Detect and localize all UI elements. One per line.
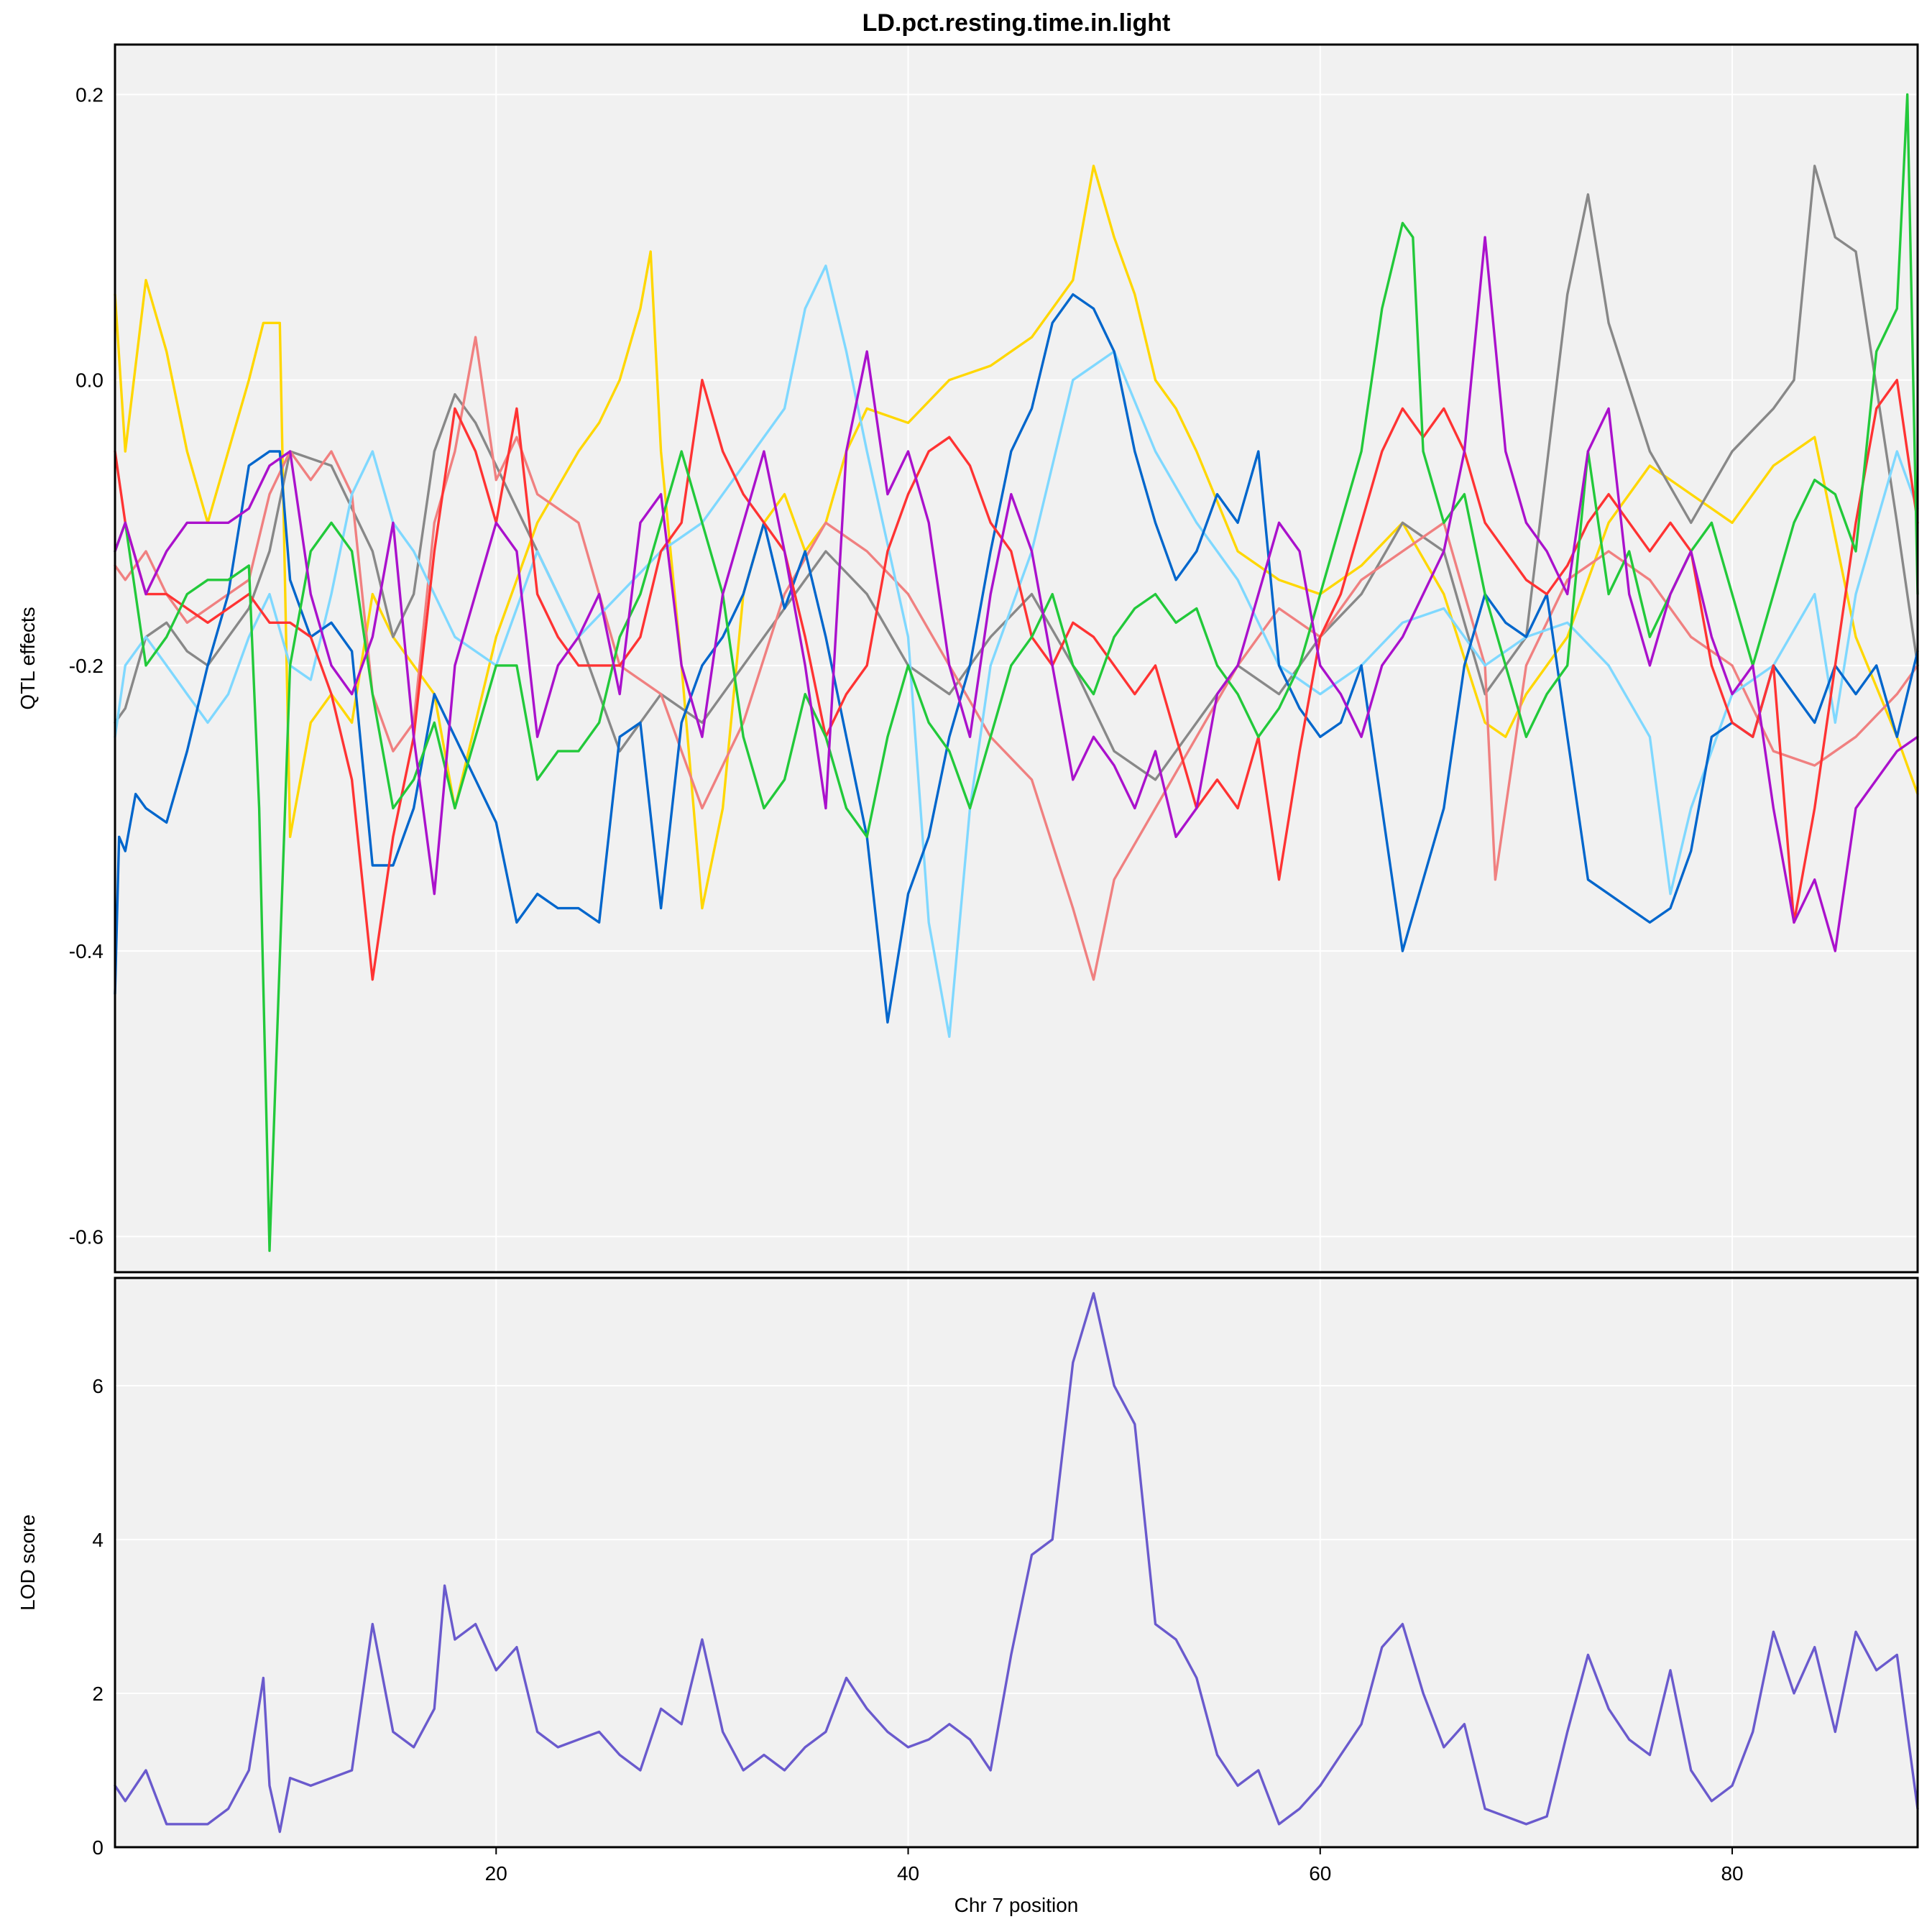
lod-y-tick-label: 6 <box>92 1375 104 1397</box>
x-tick-label: 40 <box>897 1862 919 1885</box>
lod-panel-frame <box>114 1276 1919 1849</box>
effects-y-tick-label: 0.2 <box>75 84 104 106</box>
effects-y-tick-label: -0.4 <box>69 940 104 962</box>
effect-series-skyblue <box>114 264 1919 1039</box>
effect-series-purple <box>114 236 1919 952</box>
x-tick-label: 80 <box>1721 1862 1743 1885</box>
x-tick-label: 60 <box>1309 1862 1331 1885</box>
effect-series-salmon <box>114 336 1919 981</box>
lod-series-group <box>114 1292 1919 1834</box>
effect-series-gray <box>114 165 1919 781</box>
x-axis: 20 40 60 80 <box>485 1847 1744 1885</box>
effects-grid <box>115 45 1918 1272</box>
effects-panel: 0.2 0.0 -0.2 -0.4 -0.6 QTL effects <box>17 43 1919 1274</box>
lod-y-axis-title: LOD score <box>17 1514 39 1611</box>
lod-y-tick-label: 2 <box>92 1683 104 1705</box>
effect-series-red <box>114 379 1919 981</box>
effects-panel-frame <box>114 43 1919 1274</box>
effects-y-tick-label: -0.6 <box>69 1225 104 1248</box>
effects-y-axis-title: QTL effects <box>17 607 39 709</box>
lod-y-tick-label: 0 <box>92 1836 104 1859</box>
lod-y-axis: 0 2 4 6 <box>92 1375 104 1859</box>
lod-panel: 0 2 4 6 20 40 60 80 LOD score Chr 7 position <box>17 1276 1919 1916</box>
lod-y-tick-label: 4 <box>92 1529 104 1551</box>
effects-y-tick-label: -0.2 <box>69 655 104 677</box>
chart-title: LD.pct.resting.time.in.light <box>862 9 1171 37</box>
effects-y-tick-label: 0.0 <box>75 369 104 392</box>
effects-series-group <box>114 93 1919 1252</box>
lod-panel-background <box>115 1278 1918 1847</box>
effects-y-axis: 0.2 0.0 -0.2 -0.4 -0.6 <box>69 84 104 1248</box>
x-axis-title: Chr 7 position <box>954 1894 1079 1916</box>
x-tick-label: 20 <box>485 1862 507 1885</box>
lod-series-line <box>114 1292 1919 1834</box>
